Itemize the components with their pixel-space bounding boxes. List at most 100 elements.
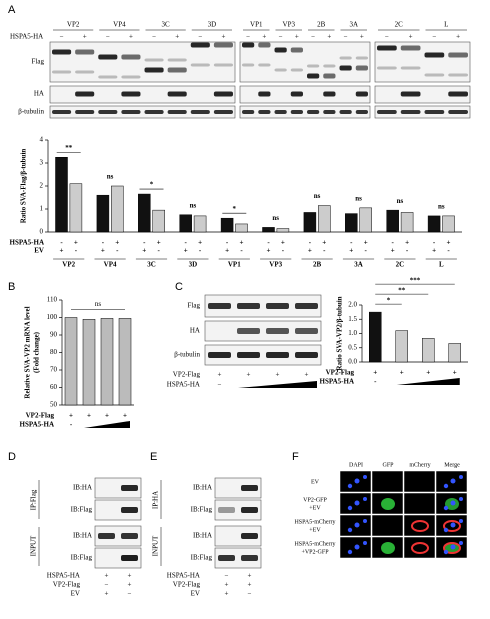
condition-sign: +	[87, 412, 91, 420]
y-tick-label: 1.5	[348, 315, 357, 323]
group-label: IP:HA	[152, 491, 160, 509]
band	[339, 56, 352, 60]
lane-sign: −	[279, 33, 283, 41]
lane-sign: +	[295, 33, 299, 41]
blot	[214, 547, 262, 569]
blot	[214, 525, 262, 547]
band	[258, 63, 271, 67]
lane-sign: −	[106, 33, 110, 41]
condition-sign: -	[226, 239, 229, 247]
condition-sign: -	[323, 247, 326, 255]
condition-sign: +	[248, 572, 252, 580]
blot	[49, 41, 236, 83]
band	[241, 507, 258, 513]
significance: ***	[410, 277, 421, 285]
condition-sign: −	[225, 572, 229, 580]
band	[323, 110, 336, 114]
condition-label: VP2-Flag	[326, 369, 355, 377]
band	[121, 75, 141, 79]
condition-label: VP2-Flag	[173, 581, 201, 589]
blot	[94, 547, 142, 569]
condition-sign: -	[70, 421, 73, 429]
lane-sign: +	[262, 33, 266, 41]
protein-label: 3C	[162, 21, 171, 29]
significance: *	[150, 181, 154, 189]
panel-letter: E	[150, 451, 157, 463]
condition-sign: +	[426, 369, 430, 377]
bar	[442, 215, 455, 233]
blot	[374, 85, 471, 104]
condition-sign: +	[364, 239, 368, 247]
protein-label: 3A	[349, 21, 358, 29]
bar	[422, 338, 435, 363]
row-label: HA	[190, 327, 200, 335]
bar	[64, 317, 78, 406]
condition-label: HSPA5-HA	[47, 572, 80, 580]
significance: ns	[438, 203, 445, 211]
bar	[152, 209, 165, 233]
bar	[276, 228, 290, 233]
band	[98, 533, 115, 539]
band	[190, 42, 210, 48]
ib-label: IB:Flag	[71, 554, 93, 562]
band	[290, 47, 303, 53]
condition-sign: -	[350, 239, 353, 247]
blot	[204, 320, 322, 342]
band	[241, 533, 258, 539]
blot	[239, 105, 371, 119]
condition-label: HSPA5-HA	[10, 239, 44, 247]
condition-sign: -	[392, 239, 395, 247]
bar	[448, 343, 461, 363]
nucleus	[443, 483, 449, 489]
condition-sign: -	[365, 247, 368, 255]
condition-sign: +	[240, 239, 244, 247]
band	[355, 91, 368, 97]
condition-label: VP2-Flag	[26, 412, 55, 420]
significance: ns	[190, 201, 197, 209]
nucleus	[354, 500, 360, 506]
significance: ns	[397, 197, 404, 205]
y-tick-label: 3	[40, 159, 44, 167]
bar	[55, 157, 68, 233]
lane-sign: +	[360, 33, 364, 41]
significance: ns	[95, 300, 102, 308]
row-label: Flag	[188, 302, 201, 310]
y-axis-label: (Fold change)	[33, 331, 41, 373]
y-tick-label: 70	[50, 366, 58, 374]
band	[266, 303, 289, 309]
category-label: L	[439, 261, 444, 269]
band	[295, 328, 318, 334]
row-label: +EV	[309, 527, 321, 533]
band	[121, 91, 141, 97]
condition-sign: +	[400, 369, 404, 377]
blot	[49, 85, 236, 104]
significance: ns	[272, 214, 279, 222]
nucleus	[347, 505, 353, 511]
category-label: VP2	[62, 261, 75, 269]
band	[274, 68, 287, 72]
band	[121, 485, 138, 491]
row-label: VP2-GFP	[303, 497, 327, 503]
band	[242, 42, 255, 48]
band	[121, 507, 138, 513]
lane-sign: −	[344, 33, 348, 41]
band	[266, 352, 289, 358]
band	[241, 485, 258, 491]
condition-sign: +	[373, 369, 377, 377]
panel-letter: A	[8, 4, 16, 16]
bar	[359, 207, 372, 233]
band	[400, 66, 421, 70]
band	[167, 91, 187, 97]
band	[237, 303, 260, 309]
condition-sign: +	[105, 590, 109, 598]
lane-sign: +	[327, 33, 331, 41]
cell	[381, 542, 395, 554]
significance: **	[398, 287, 406, 295]
condition-sign: +	[447, 239, 451, 247]
category-label: VP4	[104, 261, 117, 269]
micrograph	[403, 514, 436, 537]
nucleus	[363, 475, 367, 479]
band	[424, 73, 445, 77]
lane-sign: −	[432, 33, 436, 41]
band	[52, 49, 72, 55]
